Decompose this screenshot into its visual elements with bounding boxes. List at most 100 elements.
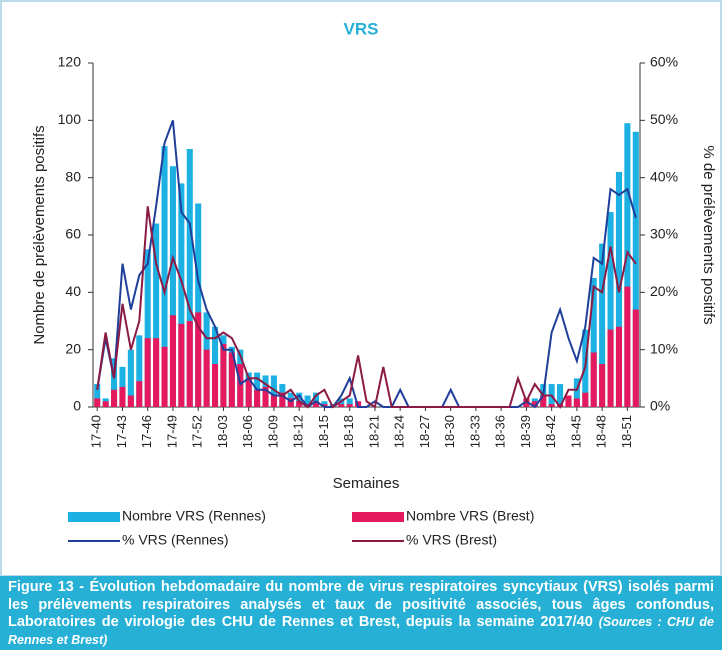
- bar: [607, 212, 614, 407]
- x-tick-label: 18-45: [568, 415, 583, 448]
- bar: [312, 392, 320, 407]
- legend-label: % VRS (Brest): [406, 532, 497, 548]
- bar: [136, 381, 143, 407]
- caption-text: Figure 13 - Évolution hebdomadaire du no…: [8, 579, 714, 630]
- legend-swatch: [352, 512, 404, 522]
- y-tick-label: 120: [58, 54, 82, 70]
- x-tick-label: 18-36: [493, 415, 508, 448]
- y-tick-label: 20: [65, 340, 81, 356]
- bar: [127, 395, 134, 407]
- x-tick-label: 18-24: [392, 415, 407, 448]
- x-tick-label: 17-46: [139, 415, 154, 448]
- bar: [228, 352, 235, 407]
- x-tick-label: 18-42: [543, 415, 558, 448]
- bar: [346, 398, 353, 407]
- bar: [195, 203, 202, 407]
- bar: [119, 386, 126, 407]
- bar: [565, 395, 572, 407]
- bar: [338, 398, 345, 407]
- bar: [195, 312, 202, 407]
- bar: [590, 352, 597, 407]
- x-tick-label: 18-39: [518, 415, 533, 448]
- chart-title: VRS: [344, 19, 379, 38]
- bar: [632, 309, 639, 407]
- bar: [287, 398, 294, 407]
- bar: [607, 329, 614, 407]
- bar: [153, 223, 160, 407]
- bar: [94, 384, 101, 407]
- bar: [245, 378, 252, 407]
- bar: [186, 321, 193, 407]
- bar: [582, 392, 589, 407]
- chart: VRS Semaines Nombre de prélèvements posi…: [0, 0, 722, 577]
- bar: [127, 349, 134, 407]
- bar: [548, 404, 555, 407]
- bar: [237, 364, 244, 407]
- bar: [615, 326, 622, 407]
- line: [96, 119, 637, 409]
- bar: [144, 338, 151, 407]
- bar: [161, 146, 168, 407]
- legend-label: Nombre VRS (Brest): [406, 508, 534, 524]
- bar: [102, 401, 109, 407]
- x-tick-label: 18-48: [594, 415, 609, 448]
- bar: [540, 395, 547, 407]
- bar: [186, 149, 193, 407]
- y-tick-label: 100: [58, 111, 82, 127]
- bar: [624, 123, 631, 407]
- x-axis-title: Semaines: [333, 475, 400, 492]
- bar: [557, 384, 564, 407]
- bar: [161, 346, 168, 407]
- y2-tick-label: 20%: [650, 283, 678, 299]
- y2-tick-label: 0%: [650, 398, 670, 414]
- x-tick-label: 17-43: [114, 415, 129, 448]
- bar: [279, 392, 286, 407]
- bar: [304, 395, 311, 407]
- x-tick-label: 18-30: [442, 415, 457, 448]
- x-tick-label: 18-51: [619, 415, 634, 448]
- bar: [178, 183, 185, 407]
- bar: [169, 315, 176, 407]
- x-tick-label: 18-03: [215, 415, 230, 448]
- y2-tick-label: 10%: [650, 340, 678, 356]
- y2-tick-label: 50%: [650, 111, 678, 127]
- y2-axis-title: % de prélèvements positifs: [700, 145, 717, 324]
- bar: [296, 401, 303, 407]
- bar: [169, 166, 176, 407]
- bar: [270, 375, 277, 407]
- bar: [94, 398, 101, 407]
- bar: [153, 338, 160, 407]
- bar: [203, 349, 210, 407]
- bar: [254, 389, 261, 407]
- bar: [590, 278, 597, 407]
- bar: [178, 323, 185, 407]
- line: [96, 206, 637, 409]
- y-tick-label: 40: [65, 283, 81, 299]
- bar: [136, 335, 143, 407]
- caption: Figure 13 - Évolution hebdomadaire du no…: [0, 576, 722, 650]
- bar: [270, 395, 277, 407]
- bar: [111, 358, 118, 407]
- caption-source: (Sources : CHU de Rennes et Brest): [8, 615, 715, 647]
- bar: [312, 401, 320, 407]
- bar: [111, 389, 118, 407]
- y-axis-title: Nombre de prélèvements positifs: [31, 125, 48, 344]
- x-tick-label: 18-18: [341, 415, 356, 448]
- y-tick-label: 60: [65, 226, 81, 242]
- bar: [144, 249, 151, 407]
- bar: [531, 401, 538, 407]
- x-tick-label: 17-52: [190, 415, 205, 448]
- bar: [599, 243, 606, 407]
- x-tick-label: 18-09: [265, 415, 280, 448]
- bar: [220, 343, 227, 407]
- bar: [599, 364, 606, 407]
- x-tick-label: 17-40: [89, 415, 104, 448]
- x-tick-label: 18-33: [467, 415, 482, 448]
- y2-tick-label: 30%: [650, 226, 678, 242]
- y2-tick-label: 40%: [650, 168, 678, 184]
- bar: [632, 131, 639, 408]
- x-tick-label: 18-15: [316, 415, 331, 448]
- y-tick-label: 0: [73, 398, 81, 414]
- bar: [321, 404, 328, 407]
